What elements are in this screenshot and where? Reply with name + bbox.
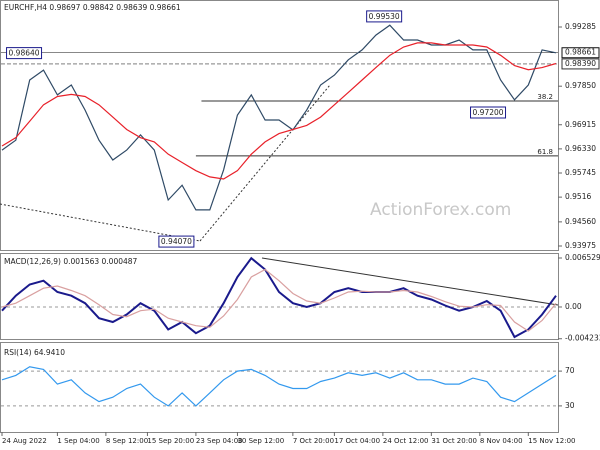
y-tick-label: 0.96915 bbox=[565, 120, 596, 129]
series-line bbox=[1, 24, 557, 211]
macd-panel bbox=[0, 253, 559, 340]
annotation-box bbox=[470, 106, 507, 119]
annotation-box bbox=[366, 10, 403, 23]
annotation-label: 0.99530 bbox=[369, 12, 400, 21]
y-tick-label: 0.96330 bbox=[565, 144, 596, 153]
y-tick-label: 0.99285 bbox=[565, 22, 596, 31]
annotation-box bbox=[6, 47, 43, 60]
x-tick-label: 7 Oct 20:00 bbox=[293, 437, 334, 445]
level-box bbox=[561, 47, 600, 59]
panel-title: EURCHF,H4 0.98697 0.98842 0.98639 0.9866… bbox=[4, 3, 181, 12]
x-tick-label: 30 Sep 12:00 bbox=[237, 437, 284, 445]
x-tick-label: 1 Sep 04:00 bbox=[57, 437, 99, 445]
annotation-label: 0.94070 bbox=[161, 237, 192, 246]
y-tick-label: 0.93975 bbox=[565, 241, 596, 250]
x-tick-label: 17 Oct 04:00 bbox=[334, 437, 380, 445]
annotation-box bbox=[158, 235, 195, 248]
y-tick-label: 0.95745 bbox=[565, 168, 596, 177]
trend-line bbox=[199, 84, 331, 242]
level-box bbox=[561, 58, 600, 70]
x-tick-label: 15 Nov 12:00 bbox=[528, 437, 575, 445]
watermark: ActionForex.com bbox=[370, 200, 511, 220]
x-tick-label: 15 Sep 20:00 bbox=[147, 437, 194, 445]
y-tick-label: 0.9516 bbox=[565, 192, 591, 201]
price-panel bbox=[0, 0, 559, 251]
annotation-label: 0.98640 bbox=[9, 49, 40, 58]
macd-trend-line bbox=[261, 257, 559, 306]
y-tick-label: 0.97850 bbox=[565, 81, 596, 90]
x-tick-label: 8 Nov 04:00 bbox=[480, 437, 523, 445]
annotation-label: 0.97200 bbox=[473, 108, 504, 117]
series-line bbox=[1, 268, 557, 332]
x-tick-label: 23 Sep 04:00 bbox=[196, 437, 243, 445]
series-line bbox=[1, 256, 557, 339]
y-tick-label: 30 bbox=[565, 401, 575, 410]
y-tick-label: 0.006529 bbox=[565, 253, 600, 262]
y-tick-label: 0.00 bbox=[565, 302, 582, 311]
x-tick-label: 24 Oct 12:00 bbox=[383, 437, 429, 445]
series-line bbox=[1, 42, 557, 180]
x-tick-label: 8 Sep 12:00 bbox=[106, 437, 148, 445]
x-tick-label: 31 Oct 20:00 bbox=[431, 437, 477, 445]
level-label: 0.98661 bbox=[565, 48, 596, 57]
y-tick-label: -0.004233 bbox=[565, 334, 600, 343]
fib-label: 38.2 bbox=[537, 93, 553, 101]
y-tick-label: 70 bbox=[565, 366, 575, 375]
series-line bbox=[1, 366, 557, 407]
y-tick-label: 0.94560 bbox=[565, 217, 596, 226]
panel-title: MACD(12,26,9) 0.001563 0.000487 bbox=[4, 257, 138, 266]
x-tick-label: 24 Aug 2022 bbox=[2, 437, 47, 445]
panel-title: RSI(14) 64.9410 bbox=[4, 348, 65, 357]
trend-line bbox=[0, 203, 201, 242]
fib-label: 61.8 bbox=[537, 148, 553, 156]
rsi-panel bbox=[0, 342, 559, 433]
level-label: 0.98390 bbox=[565, 59, 596, 68]
